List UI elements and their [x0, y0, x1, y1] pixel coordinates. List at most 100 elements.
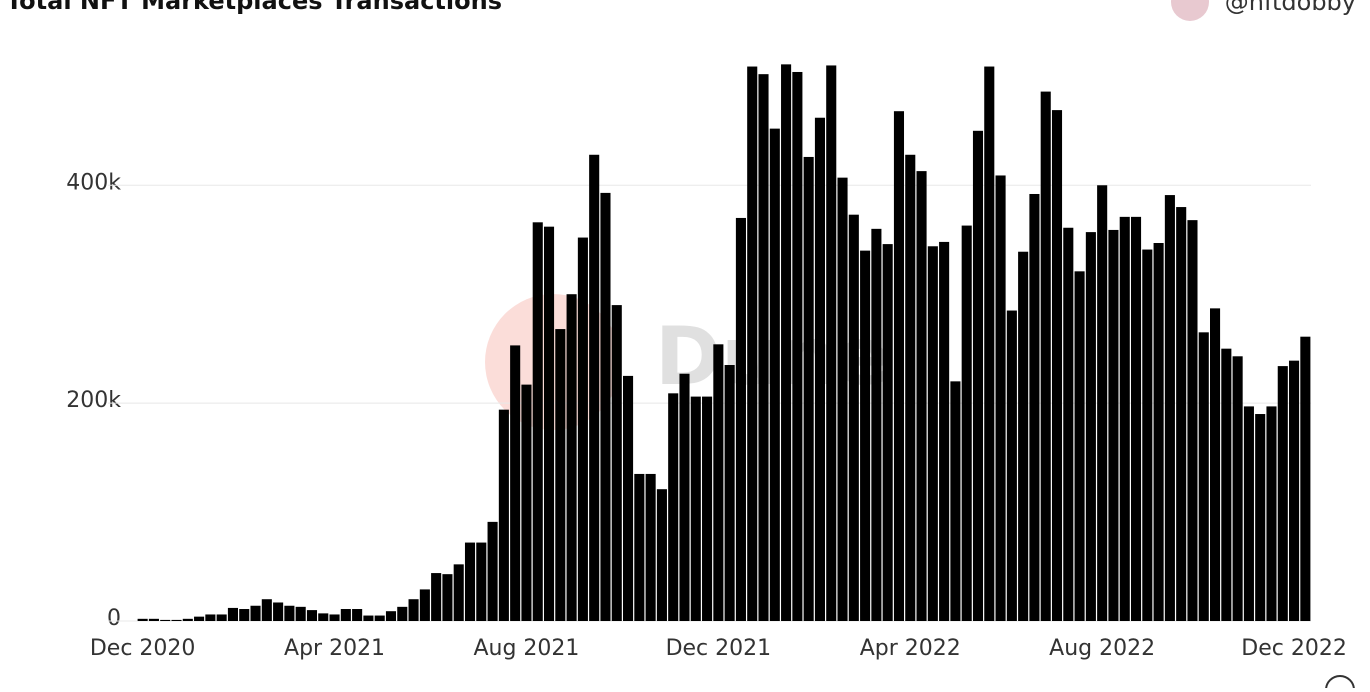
- bar: [724, 365, 735, 621]
- bar: [408, 599, 419, 621]
- bar: [826, 65, 837, 622]
- bar: [1153, 243, 1164, 621]
- bar: [1018, 251, 1029, 621]
- bar: [814, 117, 825, 621]
- bar: [961, 225, 972, 621]
- bar: [182, 618, 193, 621]
- bar: [747, 66, 758, 622]
- bar: [306, 610, 318, 621]
- bar: [972, 130, 984, 621]
- bar: [656, 489, 667, 621]
- bar: [464, 542, 476, 621]
- bar: [611, 305, 622, 621]
- y-tick-label: 400k: [66, 170, 121, 195]
- x-tick-label: Apr 2022: [860, 636, 961, 661]
- bar: [1097, 185, 1108, 621]
- x-tick-label: Dec 2021: [666, 636, 772, 661]
- bar: [1266, 406, 1277, 621]
- bar: [1074, 271, 1085, 621]
- bar: [1164, 195, 1175, 621]
- bar: [600, 192, 611, 621]
- bar: [318, 613, 329, 621]
- bar: [871, 228, 882, 621]
- x-tick-label: Apr 2021: [284, 636, 385, 661]
- author-avatar[interactable]: [1171, 0, 1209, 21]
- bar: [1119, 216, 1130, 622]
- bar: [227, 607, 238, 621]
- bar: [1198, 332, 1209, 621]
- bar: [1142, 249, 1153, 621]
- y-tick-label: 0: [107, 606, 121, 631]
- bar: [1243, 406, 1254, 621]
- bar: [453, 564, 464, 621]
- x-tick-label: Dec 2020: [90, 636, 196, 661]
- bar: [1277, 366, 1288, 621]
- bar: [510, 345, 521, 621]
- bar: [419, 589, 430, 621]
- bar: [521, 384, 532, 621]
- bar: [431, 573, 442, 621]
- bar: [803, 156, 814, 621]
- bar: [329, 614, 340, 621]
- bar: [555, 329, 566, 621]
- bar: [239, 609, 250, 621]
- bar: [1006, 310, 1017, 621]
- bar: [882, 244, 893, 621]
- bar: [1108, 229, 1119, 622]
- bar: [837, 177, 848, 621]
- bar: [939, 241, 950, 621]
- x-tick-label: Aug 2021: [473, 636, 579, 661]
- bar: [250, 605, 261, 621]
- bar: [1300, 336, 1311, 621]
- y-tick-label: 200k: [66, 388, 121, 413]
- bar: [589, 154, 600, 621]
- bar: [216, 614, 227, 621]
- bar: [781, 64, 792, 621]
- bar: [137, 618, 148, 621]
- bar: [498, 409, 509, 621]
- bar: [374, 615, 385, 621]
- bar: [668, 393, 679, 621]
- bar: [385, 611, 397, 621]
- bar: [702, 396, 713, 621]
- bar: [1187, 220, 1198, 621]
- bar: [397, 606, 408, 621]
- bar: [340, 609, 351, 621]
- bar: [1085, 232, 1096, 622]
- bar: [860, 250, 871, 621]
- bar: [927, 246, 938, 621]
- bar: [848, 214, 859, 621]
- x-tick-label: Dec 2022: [1241, 636, 1347, 661]
- bar: [905, 154, 916, 621]
- bar: [273, 602, 284, 621]
- bar: [566, 294, 577, 621]
- bar: [1289, 360, 1300, 621]
- bar: [1255, 414, 1266, 621]
- bar: [1063, 227, 1074, 621]
- bar: [148, 618, 159, 621]
- bar: [623, 375, 634, 621]
- bar: [532, 222, 543, 622]
- bar: [543, 226, 555, 621]
- bar: [950, 381, 961, 621]
- bar: [1051, 110, 1063, 621]
- bar: [352, 609, 363, 621]
- bar: [1029, 193, 1040, 622]
- bar: [171, 619, 182, 621]
- bar: [713, 344, 724, 621]
- bar: [995, 175, 1006, 621]
- bar: [1176, 207, 1187, 621]
- bar: [1221, 348, 1232, 621]
- bar: [577, 237, 588, 622]
- bar: [634, 473, 645, 621]
- bar: [295, 606, 306, 621]
- bar: [735, 217, 746, 621]
- open-icon[interactable]: [1325, 675, 1355, 692]
- chart-title: Total NFT Marketplaces Transactions: [6, 0, 502, 15]
- bar: [363, 615, 374, 621]
- author[interactable]: @nftdobby: [1225, 0, 1356, 16]
- bar: [1040, 91, 1051, 622]
